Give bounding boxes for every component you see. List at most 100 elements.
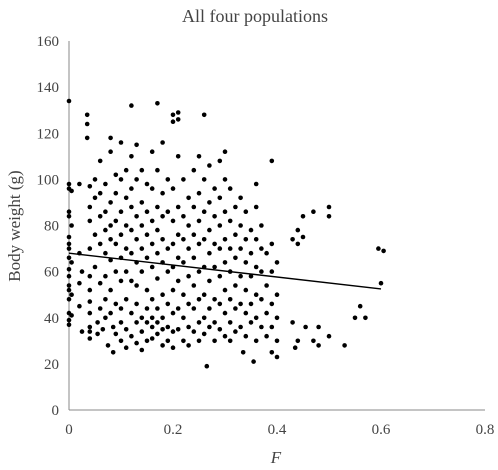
data-point bbox=[139, 200, 145, 205]
data-point bbox=[144, 306, 150, 311]
data-point bbox=[212, 186, 217, 191]
data-point bbox=[144, 232, 150, 237]
data-point bbox=[87, 336, 93, 341]
data-point bbox=[212, 297, 217, 302]
data-point bbox=[170, 112, 176, 118]
data-point bbox=[196, 297, 202, 302]
data-point bbox=[222, 333, 228, 339]
data-point bbox=[217, 158, 223, 164]
data-point bbox=[155, 167, 160, 173]
data-point bbox=[222, 209, 228, 214]
data-point bbox=[196, 338, 202, 344]
data-point bbox=[139, 167, 145, 173]
data-point bbox=[217, 195, 223, 201]
data-point bbox=[227, 218, 233, 224]
data-point bbox=[66, 317, 72, 323]
data-point bbox=[274, 354, 280, 360]
data-point bbox=[222, 310, 228, 316]
data-point bbox=[196, 320, 202, 325]
data-point bbox=[243, 287, 249, 293]
data-point bbox=[201, 331, 207, 337]
data-point bbox=[108, 257, 113, 263]
data-point bbox=[165, 177, 171, 182]
data-point bbox=[175, 327, 181, 332]
data-point bbox=[108, 135, 113, 141]
data-point bbox=[97, 190, 103, 196]
y-tick-label: 160 bbox=[37, 34, 60, 50]
data-point bbox=[160, 237, 165, 242]
data-point bbox=[253, 338, 259, 344]
data-point bbox=[139, 269, 145, 274]
data-point bbox=[134, 320, 139, 325]
trend-line bbox=[68, 252, 382, 290]
data-point bbox=[253, 264, 259, 270]
data-point bbox=[207, 163, 212, 168]
data-point bbox=[97, 241, 103, 247]
data-point bbox=[269, 350, 275, 355]
data-point bbox=[290, 320, 295, 325]
data-point bbox=[160, 190, 165, 196]
x-tick-label: 0.4 bbox=[268, 422, 287, 438]
data-point bbox=[134, 283, 139, 288]
data-point bbox=[243, 333, 249, 339]
data-point bbox=[87, 324, 93, 330]
data-point bbox=[69, 188, 74, 194]
data-point bbox=[134, 214, 139, 219]
data-point bbox=[175, 154, 181, 159]
data-point bbox=[233, 255, 238, 261]
data-point bbox=[238, 324, 243, 330]
data-point bbox=[311, 209, 316, 214]
data-point bbox=[217, 327, 223, 332]
data-point bbox=[66, 241, 72, 247]
data-point bbox=[357, 303, 363, 309]
data-point bbox=[97, 280, 103, 286]
data-point bbox=[110, 350, 116, 355]
data-point bbox=[300, 234, 306, 240]
y-tick-label: 100 bbox=[37, 172, 60, 188]
data-point bbox=[170, 186, 176, 191]
data-point bbox=[108, 287, 113, 293]
data-point bbox=[264, 333, 269, 339]
data-point bbox=[66, 246, 72, 251]
data-point bbox=[207, 306, 212, 311]
data-point bbox=[227, 246, 233, 251]
data-point bbox=[113, 301, 119, 307]
data-point bbox=[233, 329, 238, 334]
data-point bbox=[155, 320, 160, 325]
data-point bbox=[87, 273, 93, 279]
data-point bbox=[155, 227, 160, 233]
data-point bbox=[201, 209, 207, 214]
data-point bbox=[181, 260, 186, 265]
data-point bbox=[227, 320, 233, 325]
data-point bbox=[243, 209, 249, 214]
data-point bbox=[186, 273, 191, 279]
data-point bbox=[66, 98, 72, 104]
data-point bbox=[186, 324, 191, 330]
data-point bbox=[295, 227, 301, 233]
data-point bbox=[66, 297, 72, 302]
data-point bbox=[201, 177, 207, 182]
data-point bbox=[123, 269, 129, 274]
data-point bbox=[155, 250, 160, 256]
data-point bbox=[186, 343, 191, 348]
data-point bbox=[311, 338, 316, 344]
data-point bbox=[113, 269, 119, 274]
data-point bbox=[240, 350, 246, 355]
data-point bbox=[77, 181, 82, 187]
data-point bbox=[253, 181, 259, 187]
data-point bbox=[253, 237, 259, 242]
data-point bbox=[66, 181, 72, 187]
data-point bbox=[84, 112, 90, 118]
data-point bbox=[92, 264, 98, 270]
data-point bbox=[227, 186, 233, 191]
data-point bbox=[118, 306, 124, 311]
data-point bbox=[97, 306, 103, 311]
chart-title: All four populations bbox=[182, 6, 328, 26]
data-point bbox=[144, 320, 150, 325]
data-point bbox=[295, 338, 301, 344]
data-point bbox=[108, 223, 113, 228]
data-point bbox=[217, 273, 223, 279]
data-point bbox=[196, 218, 202, 224]
data-point bbox=[103, 181, 108, 187]
data-point bbox=[123, 195, 129, 201]
